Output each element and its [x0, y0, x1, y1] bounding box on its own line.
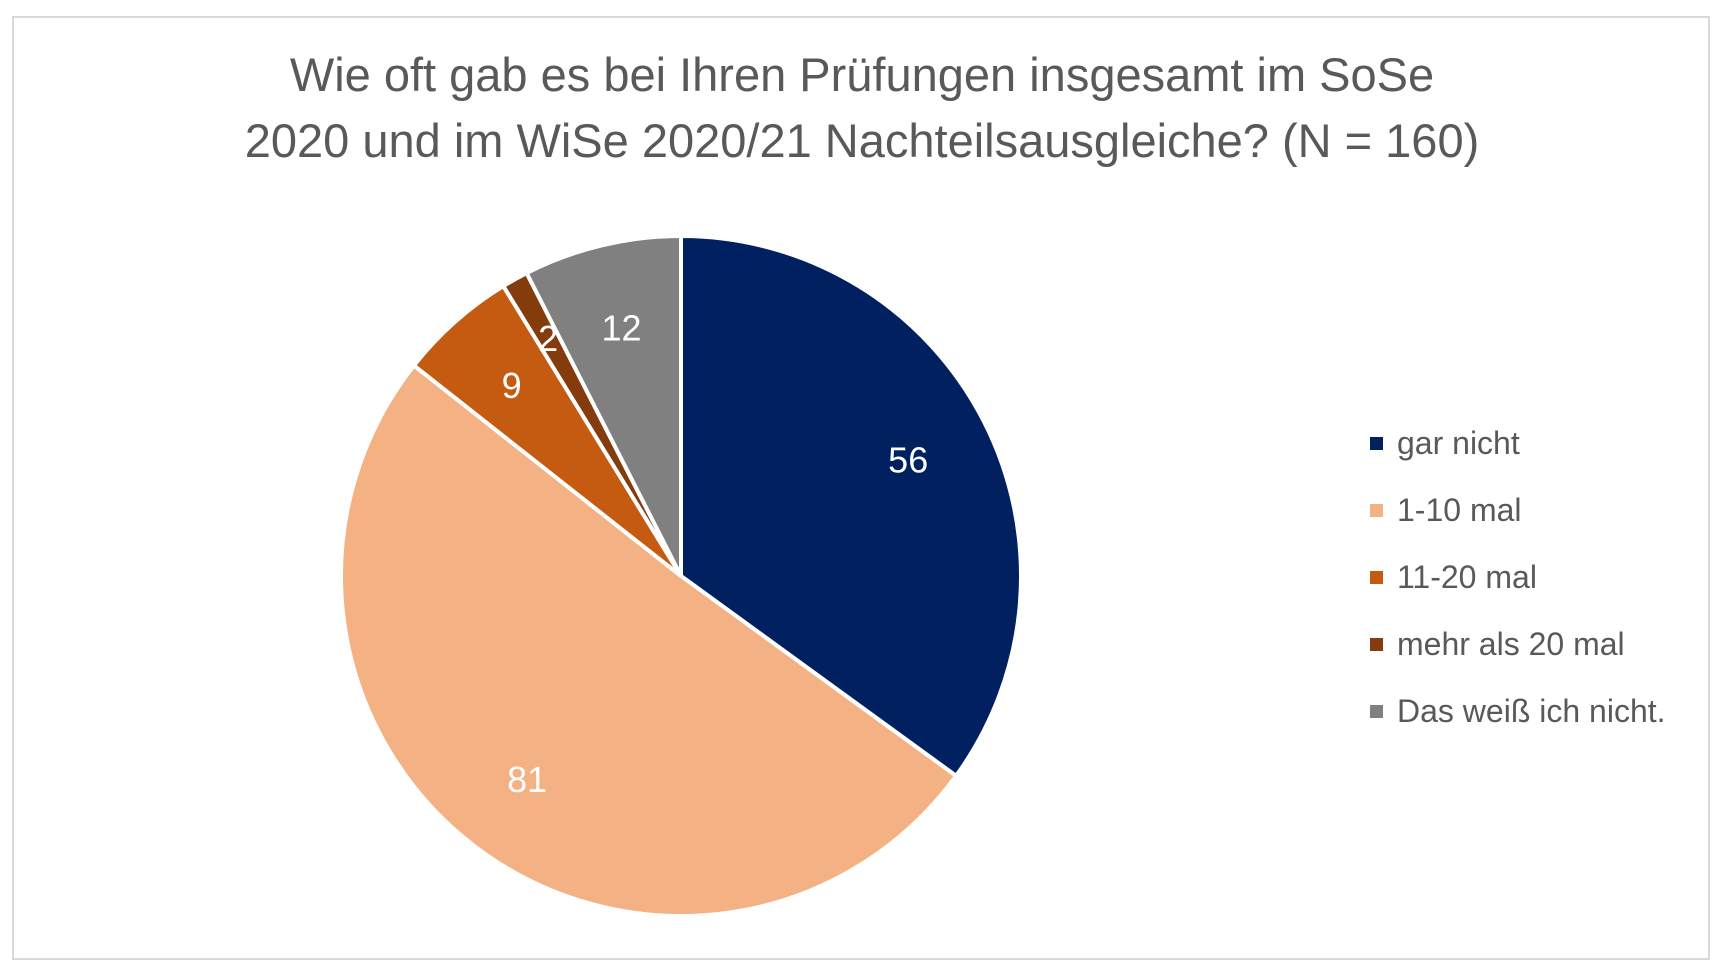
data-label-1-10-mal: 81 — [507, 759, 547, 800]
legend-item-1-10-mal: 1-10 mal — [1370, 477, 1666, 544]
legend-swatch — [1370, 705, 1383, 718]
chart-title: Wie oft gab es bei Ihren Prüfungen insge… — [0, 42, 1724, 174]
legend-item-das-weiss-ich-nicht: Das weiß ich nicht. — [1370, 678, 1666, 745]
chart-title-line-2: 2020 und im WiSe 2020/21 Nachteilsausgle… — [244, 114, 1480, 167]
data-label-11-20-mal: 9 — [502, 365, 522, 406]
data-label-mehr-als-20-mal: 2 — [538, 318, 558, 359]
legend-label: gar nicht — [1397, 425, 1520, 461]
legend-item-mehr-als-20-mal: mehr als 20 mal — [1370, 611, 1666, 678]
data-label-gar-nicht: 56 — [888, 440, 928, 481]
pie-slice-1-10-mal — [339, 363, 959, 918]
legend-swatch — [1370, 437, 1383, 450]
legend-label: 1-10 mal — [1397, 492, 1522, 528]
legend: gar nicht 1-10 mal 11-20 mal mehr als 20… — [1370, 410, 1666, 745]
legend-swatch — [1370, 638, 1383, 651]
pie-slice-das-weiss-ich-nicht — [524, 234, 683, 578]
chart-title-line-1: Wie oft gab es bei Ihren Prüfungen insge… — [289, 48, 1435, 101]
legend-label: mehr als 20 mal — [1397, 626, 1625, 662]
legend-item-11-20-mal: 11-20 mal — [1370, 544, 1666, 611]
legend-swatch — [1370, 504, 1383, 517]
data-label-das-weiss-ich-nicht: 12 — [601, 308, 641, 349]
legend-label: 11-20 mal — [1397, 559, 1537, 595]
legend-label: Das weiß ich nicht. — [1397, 693, 1666, 729]
legend-item-gar-nicht: gar nicht — [1370, 410, 1666, 477]
legend-swatch — [1370, 571, 1383, 584]
pie-slice-gar-nicht — [679, 234, 1023, 778]
